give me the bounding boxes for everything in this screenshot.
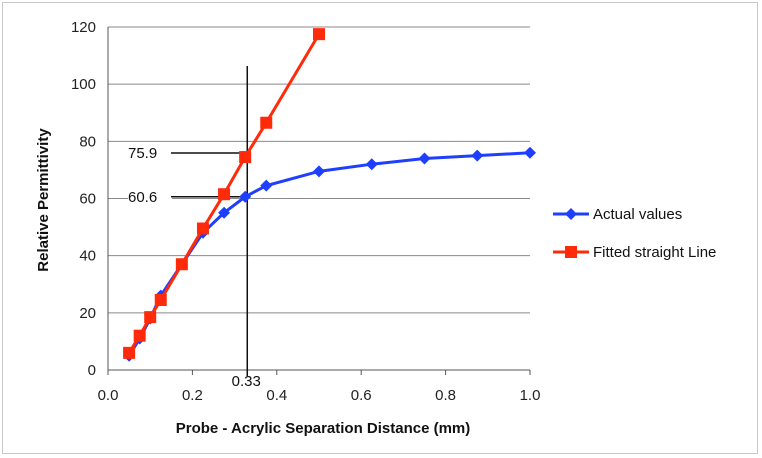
x-tick-label: 0.2 (182, 387, 203, 404)
series-marker-square (144, 311, 157, 324)
series-marker-diamond (365, 158, 378, 171)
chart-frame (2, 2, 758, 454)
x-tick-label: 0.4 (266, 387, 287, 404)
legend: Actual values Fitted straight Line (553, 206, 716, 261)
series-marker-square (239, 151, 252, 164)
y-tick-label: 100 (71, 76, 96, 93)
y-tick-label: 0 (88, 362, 96, 379)
series-marker-diamond (471, 149, 484, 162)
x-tick-label: 0.8 (435, 387, 456, 404)
annotations: 0.33 75.9 60.6 (128, 66, 261, 390)
legend-marker-square (565, 246, 577, 258)
series-marker-square (175, 258, 188, 271)
series-marker-square (218, 188, 231, 201)
series-marker-square (133, 329, 146, 342)
annotation-label-bg (128, 143, 172, 163)
y-tick-label: 60 (79, 191, 96, 208)
data-series (123, 28, 536, 362)
tick-labels: 0 20 40 60 80 100 120 0.0 0.2 0.4 0.6 0.8 1.0 (71, 19, 540, 404)
x-tick-label: 1.0 (520, 387, 541, 404)
series-marker-square (313, 28, 325, 41)
axes (107, 27, 531, 375)
x-axis-title: Probe - Acrylic Separation Distance (mm) (176, 420, 471, 437)
annotation-label-bg (128, 186, 172, 206)
series-marker-diamond (524, 146, 536, 159)
y-tick-label: 120 (71, 19, 96, 36)
series-marker-diamond (313, 165, 325, 178)
series-marker-diamond (218, 206, 231, 219)
y-axis-title: Relative Permittivity (35, 128, 52, 272)
x-tick-label: 0.0 (98, 387, 119, 404)
horizontal-line-label: 75.9 (128, 145, 157, 162)
series-marker-diamond (260, 179, 273, 192)
legend-label-0: Actual values (593, 206, 682, 223)
horizontal-line-label: 60.6 (128, 189, 157, 206)
y-tick-label: 40 (79, 248, 96, 265)
series-marker-square (154, 293, 167, 306)
vertical-line-label: 0.33 (232, 373, 261, 390)
series-marker-diamond (418, 152, 431, 165)
series-marker-square (260, 116, 273, 129)
series-marker-diamond (239, 190, 252, 203)
x-tick-label: 0.6 (351, 387, 372, 404)
y-tick-label: 80 (79, 133, 96, 150)
series-marker-square (123, 346, 136, 359)
legend-marker-diamond (565, 208, 577, 220)
series-marker-square (196, 222, 209, 235)
series-line-1 (127, 33, 321, 354)
y-tick-label: 20 (79, 305, 96, 322)
legend-label-1: Fitted straight Line (593, 244, 716, 261)
